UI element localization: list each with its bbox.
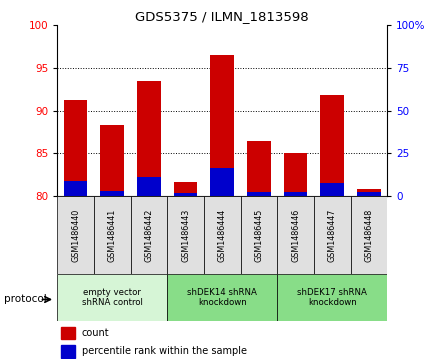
Bar bbox=[277, 274, 387, 321]
Bar bbox=[204, 196, 241, 274]
Text: GSM1486444: GSM1486444 bbox=[218, 208, 227, 262]
Bar bbox=[174, 193, 198, 196]
Bar bbox=[284, 192, 308, 196]
Bar bbox=[241, 196, 277, 274]
Bar bbox=[100, 191, 124, 196]
Bar bbox=[351, 196, 387, 274]
Bar bbox=[94, 196, 131, 274]
Bar bbox=[64, 181, 88, 196]
Bar bbox=[247, 142, 271, 196]
Bar bbox=[284, 152, 308, 196]
Bar bbox=[57, 196, 94, 274]
Text: GSM1486440: GSM1486440 bbox=[71, 208, 80, 262]
Text: count: count bbox=[82, 328, 110, 338]
Bar bbox=[357, 192, 381, 196]
Bar bbox=[210, 168, 234, 196]
Bar bbox=[320, 183, 344, 196]
Text: empty vector
shRNA control: empty vector shRNA control bbox=[82, 288, 143, 307]
Title: GDS5375 / ILMN_1813598: GDS5375 / ILMN_1813598 bbox=[136, 10, 309, 23]
Text: percentile rank within the sample: percentile rank within the sample bbox=[82, 346, 247, 356]
Bar bbox=[247, 192, 271, 196]
Bar bbox=[64, 99, 88, 196]
Bar bbox=[167, 274, 277, 321]
Bar bbox=[174, 182, 198, 196]
Text: GSM1486442: GSM1486442 bbox=[144, 208, 154, 262]
Bar bbox=[320, 95, 344, 196]
Bar bbox=[174, 193, 198, 196]
Bar bbox=[357, 189, 381, 196]
Bar bbox=[137, 177, 161, 196]
Bar bbox=[277, 196, 314, 274]
Bar bbox=[131, 196, 167, 274]
Bar bbox=[61, 345, 75, 358]
Bar bbox=[57, 274, 167, 321]
Bar bbox=[210, 55, 234, 196]
Bar bbox=[100, 125, 124, 196]
Bar bbox=[137, 81, 161, 196]
Bar bbox=[357, 192, 381, 196]
Bar bbox=[314, 196, 351, 274]
Bar bbox=[100, 191, 124, 196]
Text: shDEK14 shRNA
knockdown: shDEK14 shRNA knockdown bbox=[187, 288, 257, 307]
Text: GSM1486446: GSM1486446 bbox=[291, 208, 300, 262]
Text: GSM1486448: GSM1486448 bbox=[364, 208, 374, 262]
Text: GSM1486445: GSM1486445 bbox=[254, 208, 264, 262]
Text: GSM1486443: GSM1486443 bbox=[181, 208, 190, 262]
Bar bbox=[210, 168, 234, 196]
Text: GSM1486447: GSM1486447 bbox=[328, 208, 337, 262]
Bar bbox=[320, 183, 344, 196]
Text: shDEK17 shRNA
knockdown: shDEK17 shRNA knockdown bbox=[297, 288, 367, 307]
Text: GSM1486441: GSM1486441 bbox=[108, 208, 117, 262]
Bar bbox=[64, 181, 88, 196]
Bar bbox=[284, 192, 308, 196]
Bar bbox=[167, 196, 204, 274]
Bar bbox=[247, 192, 271, 196]
Bar bbox=[61, 327, 75, 339]
Text: protocol: protocol bbox=[4, 294, 47, 305]
Bar bbox=[137, 177, 161, 196]
